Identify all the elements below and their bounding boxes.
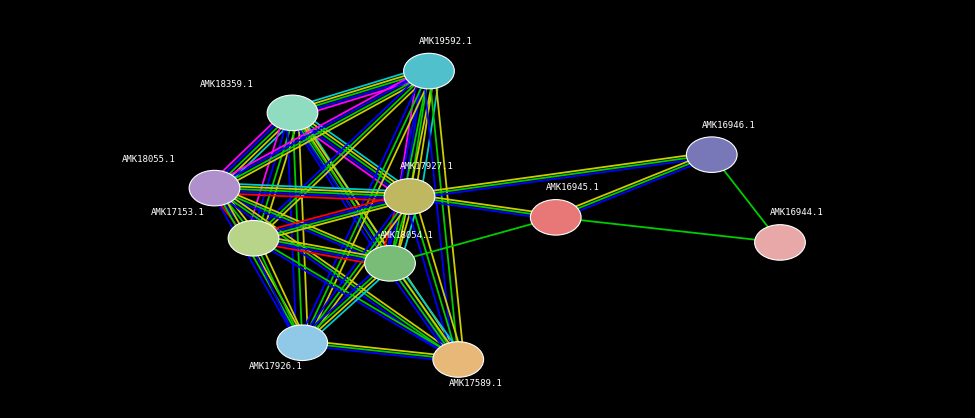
- Ellipse shape: [228, 221, 279, 256]
- Ellipse shape: [365, 245, 415, 281]
- Ellipse shape: [267, 95, 318, 130]
- Ellipse shape: [686, 137, 737, 173]
- Ellipse shape: [384, 179, 435, 214]
- Ellipse shape: [433, 342, 484, 377]
- Ellipse shape: [404, 54, 454, 89]
- Text: AMK17927.1: AMK17927.1: [400, 162, 453, 171]
- Text: AMK16944.1: AMK16944.1: [770, 208, 824, 217]
- Text: AMK18054.1: AMK18054.1: [380, 231, 434, 240]
- Text: AMK19592.1: AMK19592.1: [419, 37, 473, 46]
- Text: AMK18055.1: AMK18055.1: [122, 155, 176, 164]
- Text: AMK17153.1: AMK17153.1: [151, 208, 205, 217]
- Text: AMK17589.1: AMK17589.1: [448, 379, 502, 388]
- Text: AMK18359.1: AMK18359.1: [200, 79, 254, 89]
- Ellipse shape: [277, 325, 328, 360]
- Ellipse shape: [755, 225, 805, 260]
- Ellipse shape: [189, 171, 240, 206]
- Ellipse shape: [530, 200, 581, 235]
- Text: AMK16945.1: AMK16945.1: [546, 183, 600, 192]
- Text: AMK17926.1: AMK17926.1: [249, 362, 302, 371]
- Text: AMK16946.1: AMK16946.1: [702, 120, 756, 130]
